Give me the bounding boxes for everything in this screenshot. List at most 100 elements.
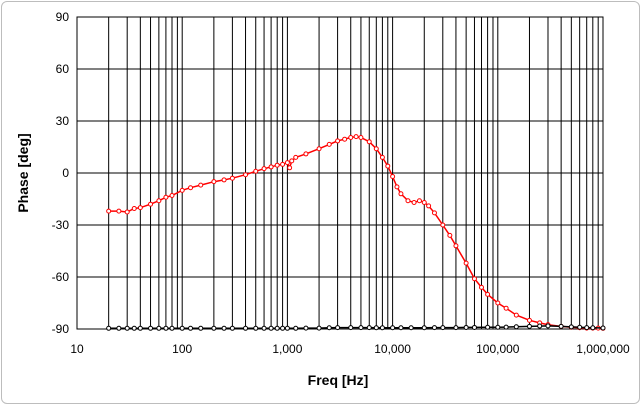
series-1-point	[526, 317, 532, 323]
series-1-point	[431, 210, 437, 216]
series-1-point	[316, 146, 322, 152]
series-1-point	[440, 222, 446, 228]
series-1-point	[280, 161, 286, 167]
series-1-point	[169, 193, 175, 199]
x-tick-label: 10,000	[374, 342, 411, 356]
series-1-point	[303, 151, 309, 157]
series-1-point	[289, 158, 295, 164]
x-tick-label: 10	[70, 342, 84, 356]
series-2-point	[316, 325, 322, 331]
series-1-point	[148, 201, 154, 207]
series-2-point	[198, 325, 204, 331]
x-axis-title: Freq [Hz]	[308, 372, 369, 388]
y-tick-label: 30	[56, 114, 70, 128]
series-1-point	[485, 291, 491, 297]
series-2-point	[471, 324, 477, 330]
x-tick-label: 1,000	[272, 342, 302, 356]
y-tick-label: 60	[56, 62, 70, 76]
series-2-point	[116, 325, 122, 331]
y-axis-title: Phase [deg]	[15, 133, 31, 212]
series-1-point	[287, 165, 293, 171]
series-1-point	[453, 243, 459, 249]
series-1-point	[373, 146, 379, 152]
series-1-point	[358, 134, 364, 140]
series-1-point	[421, 199, 427, 205]
series-1-point	[124, 209, 130, 215]
series-2-point	[348, 325, 354, 331]
series-2-point	[379, 325, 385, 331]
series-2-point	[495, 324, 501, 330]
series-1-point	[447, 232, 453, 238]
x-tick-label: 1,000,000	[576, 342, 630, 356]
series-2-point	[326, 325, 332, 331]
plot-area-border	[76, 16, 604, 330]
axes	[76, 16, 604, 330]
series-1-point	[243, 172, 249, 178]
series-1-point	[398, 191, 404, 197]
series-1-point	[274, 162, 280, 168]
series-2-point	[453, 325, 459, 331]
series-2-point	[545, 323, 551, 329]
x-tick-label: 100,000	[476, 342, 520, 356]
series-2-point	[568, 324, 574, 330]
series-2-point	[558, 323, 564, 329]
series-2-point	[463, 324, 469, 330]
series-1-point	[268, 164, 274, 170]
series-1-point	[156, 198, 162, 204]
series-1-point	[503, 305, 509, 311]
series-1-point	[131, 206, 137, 212]
series-1-point	[137, 205, 143, 211]
series-2-point	[398, 325, 404, 331]
series-1-point	[348, 134, 354, 140]
series-1-point	[513, 312, 519, 318]
series-2-point	[261, 325, 267, 331]
series-layer	[106, 134, 606, 331]
series-2-point	[590, 325, 596, 331]
series-2-point	[268, 325, 274, 331]
series-2-point	[577, 324, 583, 330]
series-2-point	[421, 325, 427, 331]
series-2-point	[440, 325, 446, 331]
series-2-point	[188, 325, 194, 331]
series-2-point	[253, 325, 259, 331]
series-1-line	[108, 135, 604, 330]
y-tick-label: -30	[52, 218, 70, 232]
series-2-point	[280, 325, 286, 331]
series-1-point	[471, 276, 477, 282]
y-tick-label: 90	[56, 10, 70, 24]
series-2-point	[503, 324, 509, 330]
series-2-point	[169, 325, 175, 331]
series-2-point	[106, 325, 112, 331]
grid	[76, 16, 603, 330]
series-1-point	[394, 184, 400, 190]
series-1-point	[221, 177, 227, 183]
series-2-point	[229, 325, 235, 331]
series-2-point	[284, 325, 290, 331]
series-1-point	[106, 208, 112, 214]
series-2-point	[584, 325, 590, 331]
series-2-point	[358, 325, 364, 331]
series-1-point	[411, 199, 417, 205]
series-2-point	[303, 325, 309, 331]
series-1-point	[293, 154, 299, 160]
series-2-point	[163, 325, 169, 331]
series-1-point	[211, 179, 217, 185]
series-1-point	[229, 175, 235, 181]
series-2-point	[211, 325, 217, 331]
series-1-point	[463, 260, 469, 266]
series-1-point	[284, 160, 290, 166]
series-1-point	[405, 198, 411, 204]
series-2-point	[131, 325, 137, 331]
series-1-point	[335, 138, 341, 144]
series-1-point	[495, 300, 501, 306]
series-2-point	[243, 325, 249, 331]
series-1-point	[416, 198, 422, 204]
series-2-point	[335, 325, 341, 331]
series-2-point	[293, 325, 299, 331]
series-1-point	[179, 187, 185, 193]
series-2-point	[156, 325, 162, 331]
series-2-point	[148, 325, 154, 331]
series-1-point	[163, 194, 169, 200]
